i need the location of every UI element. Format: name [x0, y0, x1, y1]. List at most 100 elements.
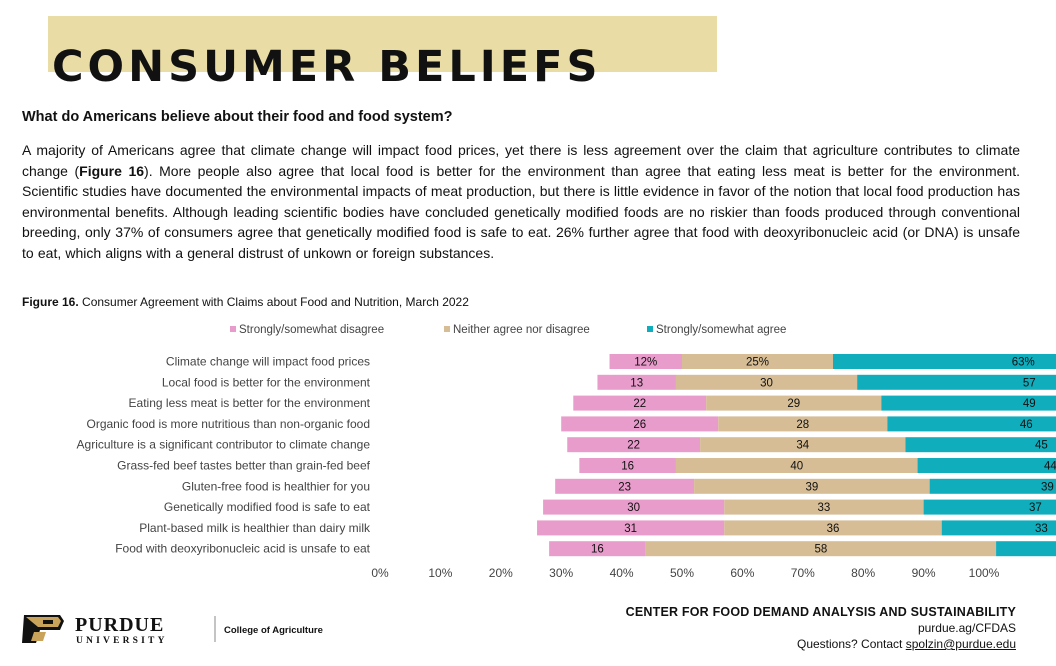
bar-segment: [597, 374, 676, 390]
data-label: 29: [787, 398, 800, 410]
x-tick-label: 10%: [428, 566, 452, 580]
contact-prefix: Questions? Contact: [797, 637, 906, 651]
bar-segment: [543, 499, 725, 515]
bar-segment: [923, 499, 1056, 515]
x-tick-label: 60%: [730, 566, 754, 580]
data-label: 22: [627, 440, 640, 452]
bar-segment: [881, 395, 1056, 411]
bar-segment: [567, 437, 701, 453]
data-label: 44: [1044, 461, 1056, 473]
title-band: [48, 16, 717, 72]
data-label: 22: [633, 398, 646, 410]
legend-swatch: [647, 326, 653, 332]
bar-segment: [549, 541, 646, 557]
bar-segment: [609, 354, 682, 369]
category-label: Local food is better for the environment: [162, 375, 371, 389]
stacked-bar-chart: Strongly/somewhat disagree Neither agree …: [77, 324, 1056, 580]
bar-segment: [555, 478, 695, 494]
center-url[interactable]: purdue.ag/CFDAS: [917, 621, 1016, 635]
category-label: Food with deoxyribonucleic acid is unsaf…: [115, 542, 370, 556]
bar-segment: [694, 478, 930, 494]
data-label: 16: [621, 461, 634, 473]
category-label: Climate change will impact food prices: [166, 355, 370, 369]
bar-segment: [718, 416, 888, 432]
data-label: 45: [1035, 440, 1048, 452]
bar-segment: [929, 478, 1056, 494]
category-label: Agriculture is a significant contributor…: [77, 438, 371, 452]
center-name: CENTER FOR FOOD DEMAND ANALYSIS AND SUST…: [625, 605, 1016, 619]
page-title: CONSUMER BELIEFS: [52, 42, 602, 92]
logo-subtitle: UNIVERSITY: [76, 636, 168, 646]
data-label: 33: [818, 502, 831, 514]
category-label: Genetically modified food is safe to eat: [164, 500, 371, 514]
data-label: 25%: [746, 357, 769, 369]
bar-segment: [573, 395, 707, 411]
category-label: Plant-based milk is healthier than dairy…: [139, 521, 371, 535]
legend-label: Strongly/somewhat agree: [656, 324, 786, 336]
legend-label: Neither agree nor disagree: [453, 324, 590, 336]
bar-segment: [682, 354, 833, 369]
section-subheading: What do Americans believe about their fo…: [22, 109, 453, 125]
legend-swatch: [230, 326, 236, 332]
body-paragraph: A majority of Americans agree that clima…: [22, 140, 1020, 264]
purdue-logo: PURDUE UNIVERSITY College of Agriculture: [22, 614, 323, 646]
x-tick-label: 90%: [912, 566, 936, 580]
data-label: 31: [624, 523, 637, 535]
data-label: 46: [1020, 419, 1033, 431]
bar-segment: [905, 437, 1056, 453]
data-label: 40: [790, 461, 803, 473]
body-text-part-2: ). More people also agree that local foo…: [22, 162, 1020, 261]
data-label: 63%: [1012, 357, 1035, 369]
data-label: 39: [1041, 481, 1054, 493]
data-label: 12%: [634, 357, 657, 369]
bar-segment: [833, 354, 1056, 369]
bar-segment: [887, 416, 1056, 432]
bar-segment: [537, 520, 725, 536]
figure-caption-text: Consumer Agreement with Claims about Foo…: [82, 295, 469, 309]
x-tick-label: 70%: [791, 566, 815, 580]
logo-wordmark: PURDUE: [75, 614, 164, 636]
data-label: 16: [591, 544, 604, 556]
data-label: 33: [1035, 523, 1048, 535]
data-label: 30: [627, 502, 640, 514]
purdue-p-mark-icon: [22, 615, 64, 643]
x-tick-label: 80%: [851, 566, 875, 580]
bar-segment: [706, 395, 882, 411]
bar-segment: [579, 458, 676, 473]
bar-segment: [675, 458, 918, 473]
category-label: Organic food is more nutritious than non…: [87, 417, 371, 431]
data-label: 36: [827, 523, 840, 535]
x-tick-label: 20%: [489, 566, 513, 580]
data-label: 37: [1029, 502, 1042, 514]
data-label: 57: [1023, 377, 1036, 389]
figure-label: Figure 16.: [22, 295, 79, 309]
legend-label: Strongly/somewhat disagree: [239, 324, 384, 336]
bar-segment: [857, 374, 1056, 390]
bar-segment: [700, 437, 906, 453]
figure-caption: Figure 16. Consumer Agreement with Claim…: [22, 295, 469, 309]
x-tick-label: 0%: [371, 566, 389, 580]
category-label: Grass-fed beef tastes better than grain-…: [117, 459, 370, 473]
x-tick-label: 50%: [670, 566, 694, 580]
body-text-part-1: A majority of Americans agree that clima…: [22, 142, 1020, 179]
legend-swatch: [444, 326, 450, 332]
category-label: Gluten-free food is healthier for you: [182, 479, 370, 493]
bar-segment: [645, 541, 997, 557]
data-label: 58: [815, 544, 828, 556]
data-label: 39: [805, 481, 818, 493]
bar-segment: [724, 520, 942, 536]
college-name: College of Agriculture: [224, 625, 323, 636]
x-tick-label: 30%: [549, 566, 573, 580]
data-label: 28: [796, 419, 809, 431]
figure-reference: Figure 16: [79, 162, 145, 179]
footer-contact: CENTER FOR FOOD DEMAND ANALYSIS AND SUST…: [626, 604, 1016, 652]
data-label: 13: [630, 377, 643, 389]
category-label: Eating less meat is better for the envir…: [129, 396, 371, 410]
data-label: 23: [618, 481, 631, 493]
data-label: 30: [760, 377, 773, 389]
contact-email-link[interactable]: spolzin@purdue.edu: [905, 637, 1016, 651]
data-label: 26: [633, 419, 646, 431]
x-tick-label: 100%: [969, 566, 1000, 580]
x-tick-label: 40%: [610, 566, 634, 580]
bar-segment: [996, 541, 1056, 557]
